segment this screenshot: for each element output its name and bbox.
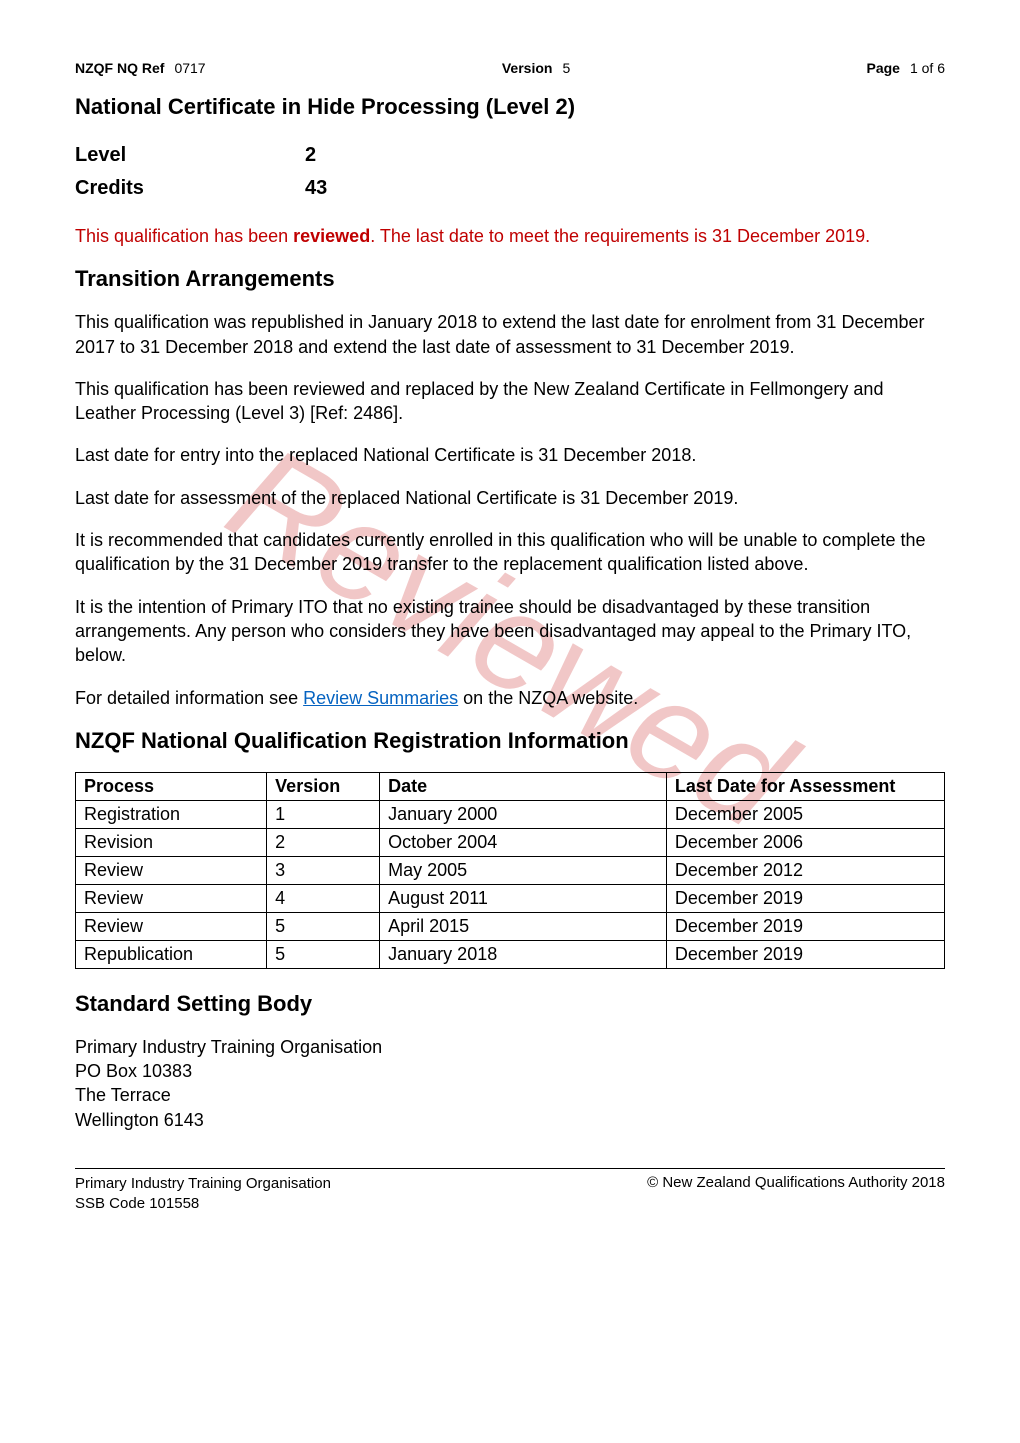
table-cell: Republication — [76, 940, 267, 968]
level-value: 2 — [305, 144, 316, 167]
transition-paragraph: For detailed information see Review Summ… — [75, 686, 945, 710]
table-header: Date — [380, 772, 667, 800]
footer-org: Primary Industry Training Organisation — [75, 1174, 331, 1194]
table-cell: 5 — [267, 912, 380, 940]
page-header: NZQF NQ Ref 0717 Version 5 Page 1 of 6 — [75, 60, 945, 76]
address-line: PO Box 10383 — [75, 1059, 945, 1083]
table-cell: 5 — [267, 940, 380, 968]
table-row: Registration1January 2000December 2005 — [76, 800, 945, 828]
table-cell: December 2019 — [666, 912, 944, 940]
table-cell: Registration — [76, 800, 267, 828]
table-row: Republication5January 2018December 2019 — [76, 940, 945, 968]
address-line: The Terrace — [75, 1083, 945, 1107]
table-cell: December 2005 — [666, 800, 944, 828]
table-cell: January 2000 — [380, 800, 667, 828]
table-cell: April 2015 — [380, 912, 667, 940]
level-row: Level 2 — [75, 144, 945, 167]
table-header: Process — [76, 772, 267, 800]
address-line: Primary Industry Training Organisation — [75, 1035, 945, 1059]
table-cell: Review — [76, 884, 267, 912]
table-cell: May 2005 — [380, 856, 667, 884]
table-cell: Revision — [76, 828, 267, 856]
reviewed-notice: This qualification has been reviewed. Th… — [75, 224, 945, 248]
table-cell: October 2004 — [380, 828, 667, 856]
footer-ssb: SSB Code 101558 — [75, 1194, 331, 1214]
review-summaries-link[interactable]: Review Summaries — [303, 688, 458, 708]
table-cell: August 2011 — [380, 884, 667, 912]
credits-label: Credits — [75, 177, 305, 200]
address-line: Wellington 6143 — [75, 1108, 945, 1132]
table-cell: December 2019 — [666, 940, 944, 968]
page-value: 1 of 6 — [910, 60, 945, 76]
transition-paragraph: This qualification was republished in Ja… — [75, 310, 945, 359]
address-block: Primary Industry Training Organisation P… — [75, 1035, 945, 1132]
table-cell: 1 — [267, 800, 380, 828]
version-label: Version — [502, 60, 553, 76]
table-cell: 3 — [267, 856, 380, 884]
transition-paragraph: Last date for entry into the replaced Na… — [75, 443, 945, 467]
page-label: Page — [867, 60, 900, 76]
table-cell: Review — [76, 912, 267, 940]
registration-table: Process Version Date Last Date for Asses… — [75, 772, 945, 969]
transition-paragraph: It is recommended that candidates curren… — [75, 528, 945, 577]
table-header-row: Process Version Date Last Date for Asses… — [76, 772, 945, 800]
transition-paragraph: It is the intention of Primary ITO that … — [75, 595, 945, 668]
level-label: Level — [75, 144, 305, 167]
table-cell: December 2012 — [666, 856, 944, 884]
table-cell: Review — [76, 856, 267, 884]
transition-heading: Transition Arrangements — [75, 266, 945, 292]
table-header: Last Date for Assessment — [666, 772, 944, 800]
table-cell: 4 — [267, 884, 380, 912]
table-cell: December 2006 — [666, 828, 944, 856]
version-value: 5 — [562, 60, 570, 76]
page-title: National Certificate in Hide Processing … — [75, 94, 945, 120]
table-row: Review5April 2015December 2019 — [76, 912, 945, 940]
registration-heading: NZQF National Qualification Registration… — [75, 728, 945, 754]
nzqf-label: NZQF NQ Ref — [75, 60, 164, 76]
table-row: Review4August 2011December 2019 — [76, 884, 945, 912]
ssb-heading: Standard Setting Body — [75, 991, 945, 1017]
table-row: Revision2October 2004December 2006 — [76, 828, 945, 856]
table-cell: January 2018 — [380, 940, 667, 968]
transition-paragraph: Last date for assessment of the replaced… — [75, 486, 945, 510]
table-row: Review3May 2005December 2012 — [76, 856, 945, 884]
footer-copyright: © New Zealand Qualifications Authority 2… — [647, 1174, 945, 1213]
credits-value: 43 — [305, 177, 327, 200]
nzqf-value: 0717 — [174, 60, 205, 76]
transition-paragraph: This qualification has been reviewed and… — [75, 377, 945, 426]
table-cell: December 2019 — [666, 884, 944, 912]
table-cell: 2 — [267, 828, 380, 856]
page-footer: Primary Industry Training Organisation S… — [75, 1168, 945, 1213]
table-header: Version — [267, 772, 380, 800]
credits-row: Credits 43 — [75, 177, 945, 200]
